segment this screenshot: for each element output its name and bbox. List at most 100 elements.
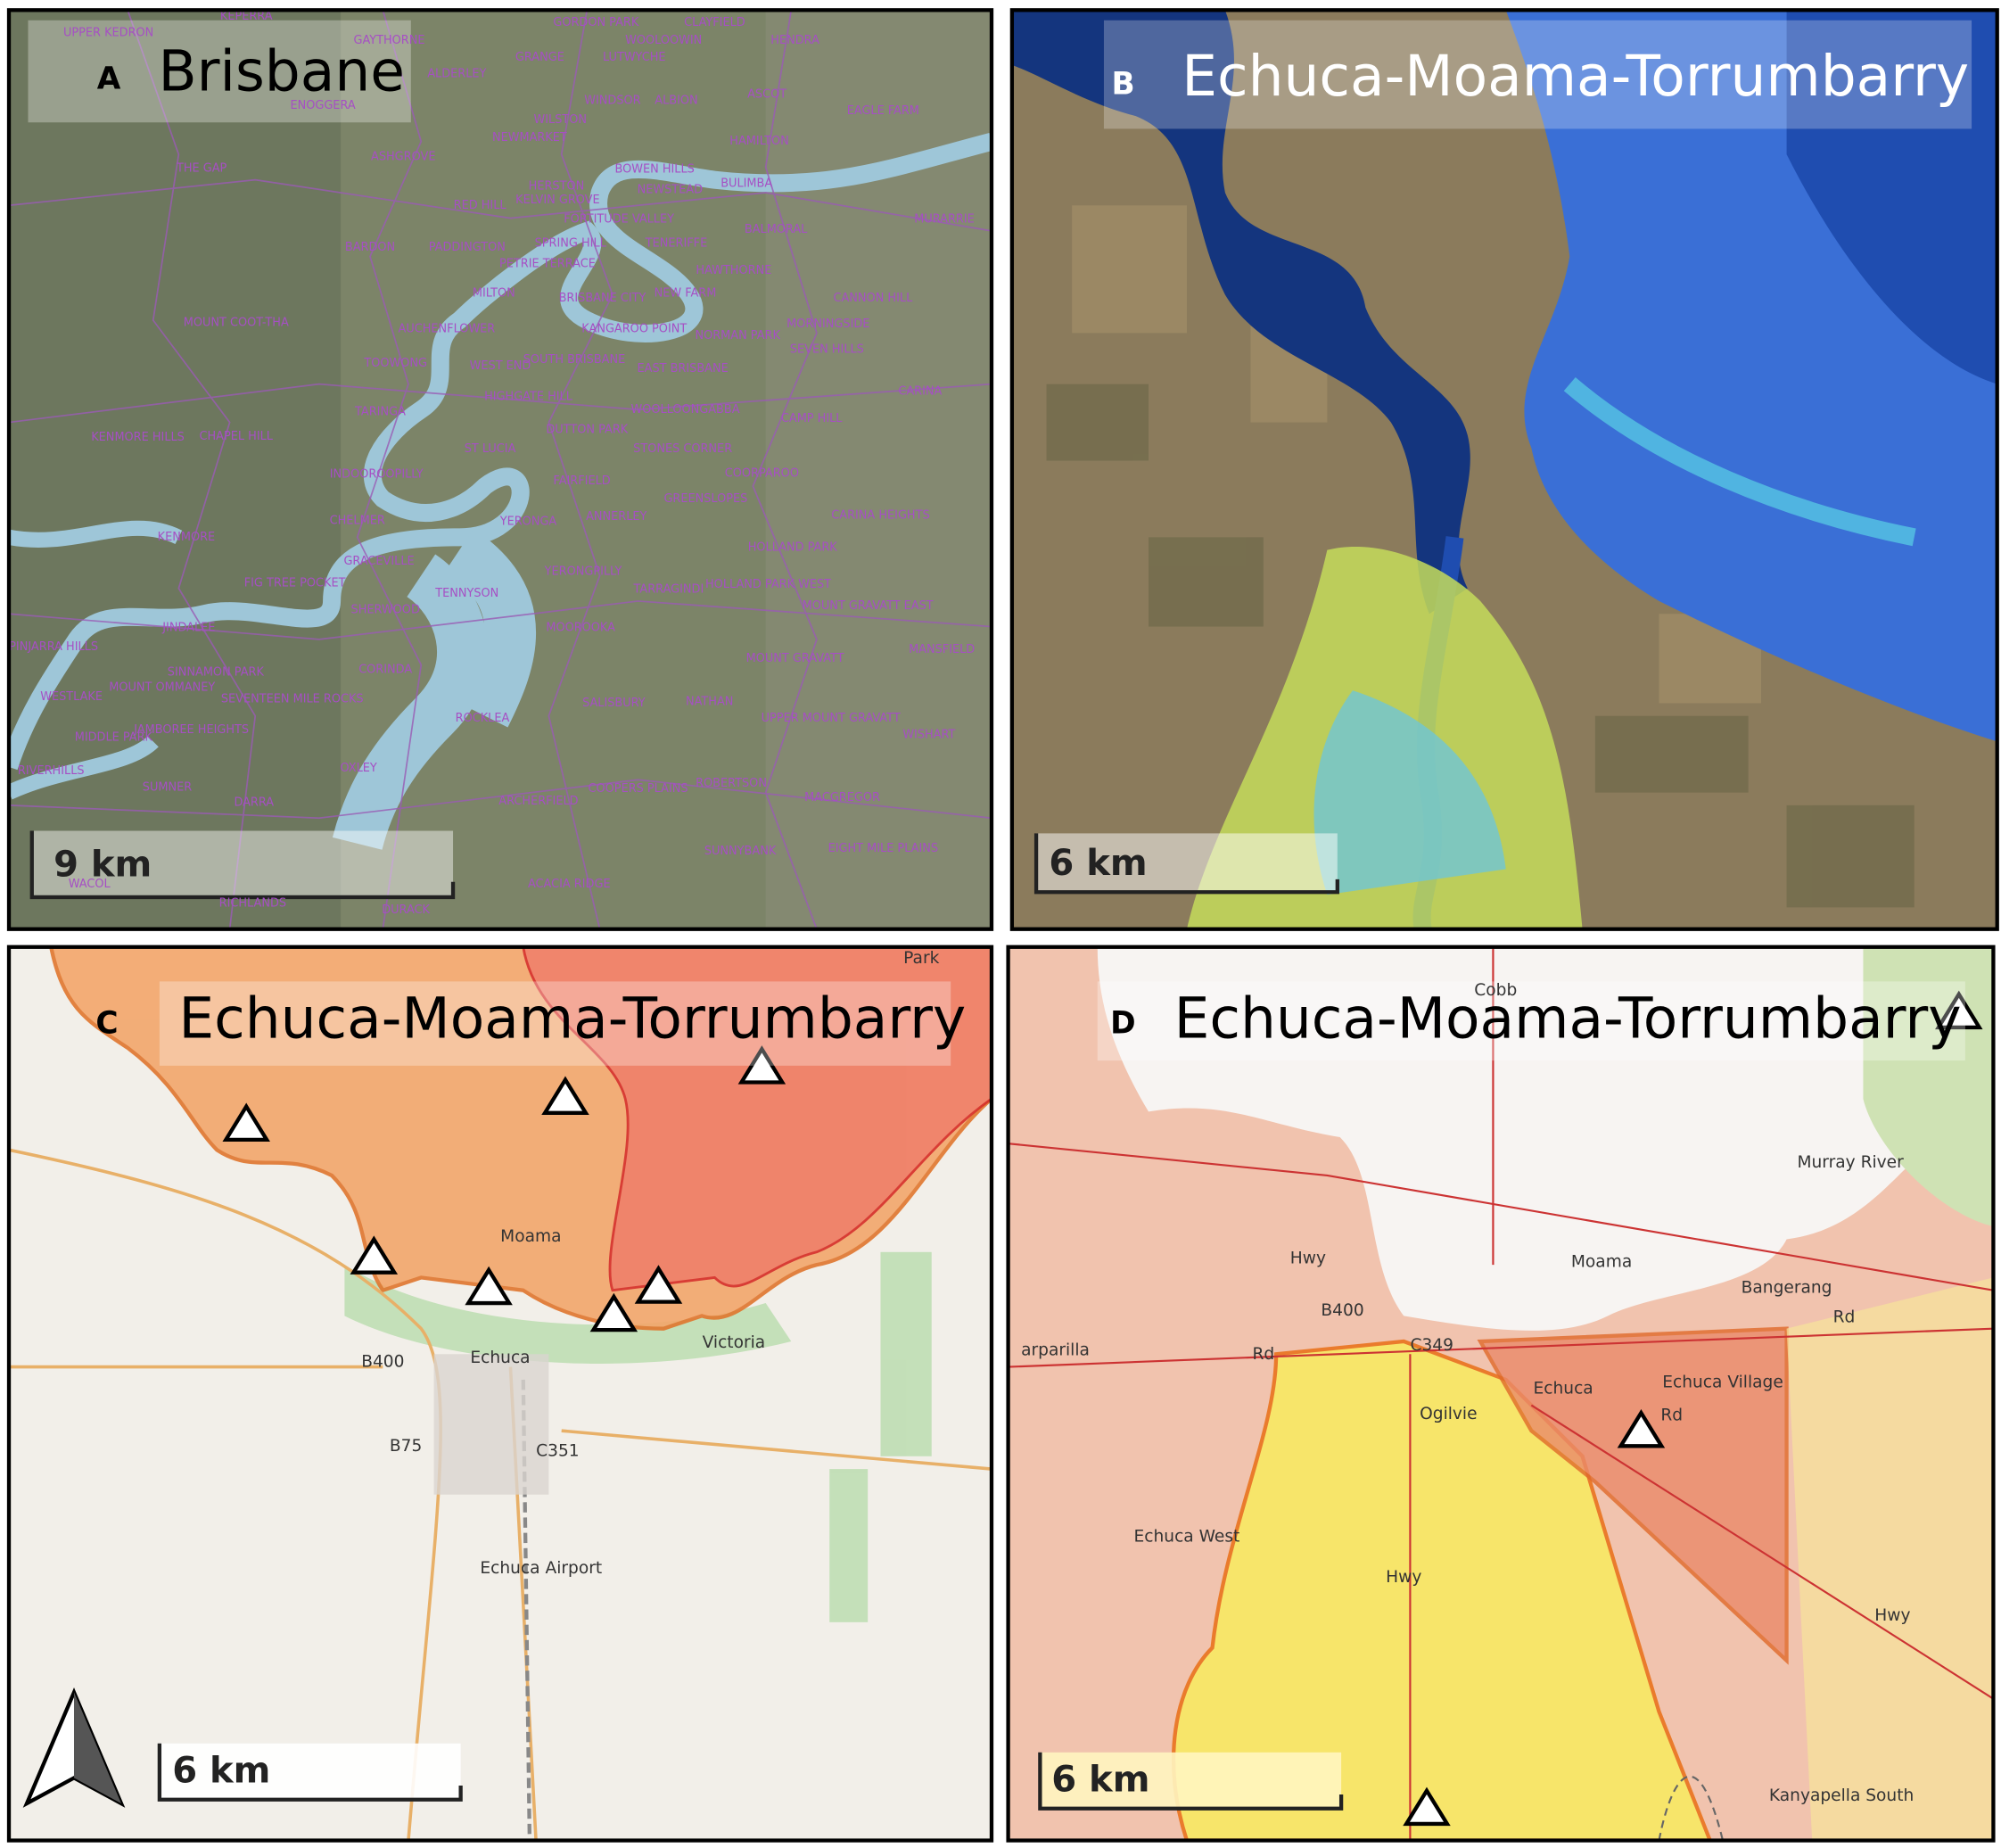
place-label: MOUNT COOT-THA <box>184 316 289 329</box>
place-label: Park <box>903 949 939 968</box>
place-label: WINDSOR <box>584 94 640 107</box>
place-label: Echuca <box>1534 1379 1593 1398</box>
place-label: Murray River <box>1797 1153 1904 1172</box>
place-label: ASHGROVE <box>371 150 435 163</box>
place-label: CHELMER <box>330 514 385 527</box>
place-label: LUTWYCHE <box>603 51 666 64</box>
place-label: ENOGGERA <box>290 99 355 112</box>
place-label: MANSFIELD <box>909 643 975 656</box>
panel-letter: A <box>97 62 121 97</box>
place-label: BOWEN HILLS <box>615 163 695 177</box>
map-panel-d: Moama Echuca Echuca Village Echuca West Kany… <box>1008 946 1994 1841</box>
map-panel-b <box>1011 10 1997 929</box>
place-label: Hwy <box>1386 1568 1421 1587</box>
place-label: B400 <box>1321 1301 1363 1320</box>
place-label: OXLEY <box>340 762 376 775</box>
place-label: SHERWOOD <box>351 603 420 616</box>
place-label: HAWTHORNE <box>696 264 771 277</box>
place-label: COOPERS PLAINS <box>589 782 688 796</box>
place-label: ANNERLEY <box>586 510 646 524</box>
place-label: SPRING HILL <box>535 237 607 251</box>
place-label: B75 <box>390 1437 422 1456</box>
scale-label: 6 km <box>172 1751 270 1792</box>
place-label: Kanyapella South <box>1769 1786 1914 1805</box>
place-label: BARDON <box>345 241 395 254</box>
place-label: TOOWONG <box>363 357 427 370</box>
scale-label: 6 km <box>1051 1760 1149 1801</box>
place-label: EIGHT MILE PLAINS <box>828 842 938 855</box>
place-label: CARINA <box>898 385 942 399</box>
place-label: Rd <box>1252 1345 1274 1364</box>
place-label: BULIMBA <box>721 177 772 190</box>
place-label: CAMP HILL <box>781 412 843 425</box>
place-label: Echuca <box>470 1349 530 1367</box>
place-label: MOOROOKA <box>546 621 615 634</box>
place-label: COORPAROO <box>725 466 799 480</box>
scale-label: 9 km <box>54 845 152 886</box>
place-label: WOOLOOWIN <box>625 34 702 47</box>
place-label: JINDALEE <box>161 621 215 634</box>
place-label: WISHART <box>902 729 955 742</box>
place-label: KELVIN GROVE <box>515 194 599 207</box>
place-label: HOLLAND PARK <box>748 540 838 554</box>
place-label: NATHAN <box>686 695 733 708</box>
place-label: STONES CORNER <box>633 442 732 456</box>
place-label: GORDON PARK <box>553 16 639 29</box>
place-label: HENDRA <box>770 34 819 47</box>
place-label: FORTITUDE VALLEY <box>564 213 674 227</box>
place-label: RIVERHILLS <box>18 764 85 778</box>
place-label: ALDERLEY <box>427 67 486 80</box>
place-label: SEVENTEEN MILE ROCKS <box>221 693 364 706</box>
place-label: GREENSLOPES <box>663 492 747 506</box>
place-label: Bangerang <box>1742 1278 1832 1297</box>
place-label: PADDINGTON <box>429 241 506 254</box>
place-label: SINNAMON PARK <box>168 666 265 680</box>
place-label: GAYTHORNE <box>353 34 424 47</box>
place-label: arparilla <box>1021 1341 1090 1359</box>
place-label: UPPER KEDRON <box>63 27 153 40</box>
place-label: Echuca Airport <box>480 1559 602 1578</box>
place-label: HAMILTON <box>729 135 788 148</box>
place-label: Rd <box>1833 1308 1856 1326</box>
panel-title: Echuca-Moama-Torrumbarry <box>178 986 966 1051</box>
place-label: SALISBURY <box>582 697 646 710</box>
place-label: WACOL <box>69 878 111 891</box>
place-label: C351 <box>536 1442 579 1461</box>
place-label: Hwy <box>1290 1249 1326 1267</box>
place-label: DUTTON PARK <box>546 424 628 437</box>
map-panel-c: Moama Echuca B400 B75 C351 Echuca Airport Vict… <box>9 946 992 1841</box>
panel-title: Echuca-Moama-Torrumbarry <box>1182 44 1969 109</box>
place-label: BALMORAL <box>745 223 808 236</box>
place-label: HERSTON <box>529 179 585 193</box>
place-label: MOUNT GRAVATT <box>746 652 844 665</box>
place-label: RED HILL <box>454 199 507 212</box>
place-label: EAST BRISBANE <box>638 362 729 375</box>
panel-letter: C <box>95 1006 118 1042</box>
place-label: EAGLE FARM <box>847 104 919 118</box>
panel-letter: D <box>1110 1006 1136 1042</box>
place-label: PETRIE TERRACE <box>499 258 596 271</box>
panel-title: Echuca-Moama-Torrumbarry <box>1174 986 1962 1051</box>
place-label: TARINGA <box>354 406 406 419</box>
place-label: CHAPEL HILL <box>200 430 274 443</box>
place-label: ROCKLEA <box>456 712 510 725</box>
place-label: SOUTH BRISBANE <box>523 353 626 367</box>
place-label: NEWSTEAD <box>638 184 703 197</box>
place-label: UPPER MOUNT GRAVATT <box>762 712 901 725</box>
place-label: MIDDLE PARK <box>75 731 153 745</box>
panel-letter: B <box>1112 66 1135 102</box>
place-label: WESTLAKE <box>40 690 103 704</box>
place-label: Echuca West <box>1134 1527 1240 1546</box>
place-label: DURACK <box>382 903 430 917</box>
place-label: CANNON HILL <box>834 292 914 305</box>
place-label: SUMNER <box>143 780 192 794</box>
place-label: YERONGA <box>499 516 557 529</box>
place-label: Victoria <box>703 1333 766 1352</box>
place-label: YERONGPILLY <box>544 565 622 579</box>
place-label: ARCHERFIELD <box>498 795 578 808</box>
place-label: Cobb <box>1474 981 1517 1000</box>
place-label: CARINA HEIGHTS <box>831 509 929 523</box>
place-label: C349 <box>1410 1336 1453 1355</box>
place-label: HIGHGATE HILL <box>484 390 573 403</box>
